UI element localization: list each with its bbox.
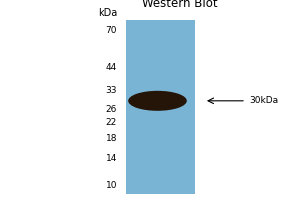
Text: 33: 33 [106,86,117,95]
Text: 44: 44 [106,63,117,72]
Text: kDa: kDa [98,8,117,18]
Text: 18: 18 [106,134,117,143]
Bar [126,20,195,194]
Ellipse shape [128,91,187,111]
Text: 30kDa: 30kDa [249,96,278,105]
Text: 22: 22 [106,118,117,127]
Text: 10: 10 [106,181,117,190]
Text: 26: 26 [106,105,117,114]
Text: 70: 70 [106,26,117,35]
Text: 14: 14 [106,154,117,163]
Text: Western Blot: Western Blot [142,0,218,10]
